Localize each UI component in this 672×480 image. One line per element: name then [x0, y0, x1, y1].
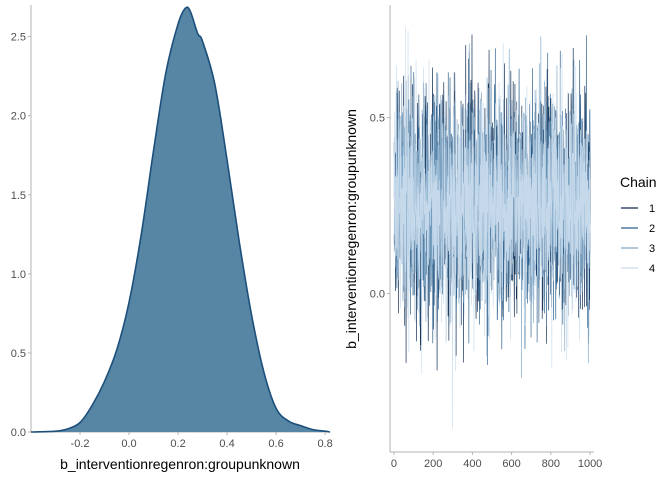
- trace-line-chain-4: [393, 27, 591, 429]
- density-x-tick-label: -0.2: [71, 438, 90, 450]
- trace-x-tick-label: 600: [502, 458, 520, 470]
- density-x-tick-label: 0.6: [268, 438, 283, 450]
- density-x-axis-title: b_interventionregenron:groupunknown: [60, 456, 300, 472]
- trace-y-tick-label: 0.0: [370, 289, 385, 301]
- legend-items: 1 2 3 4: [621, 203, 655, 275]
- trace-y-tick-label: 0.5: [370, 113, 385, 125]
- trace-y-ticks: 0.0 0.5: [370, 113, 390, 301]
- density-x-tick-label: 0.0: [121, 438, 136, 450]
- density-y-tick-label: 0.0: [11, 427, 26, 439]
- density-y-tick-label: 0.5: [11, 348, 26, 360]
- density-y-tick-label: 1.5: [11, 190, 26, 202]
- density-y-tick-label: 2.0: [11, 111, 26, 123]
- density-y-ticks: 0.0 0.5 1.0 1.5 2.0 2.5: [11, 32, 31, 439]
- density-y-tick-label: 2.5: [11, 32, 26, 44]
- trace-x-ticks: 0 200 400 600 800 1000: [391, 452, 602, 470]
- legend-label-chain-1: 1: [649, 203, 655, 215]
- trace-series: [393, 27, 591, 429]
- trace-x-tick-label: 800: [542, 458, 560, 470]
- density-y-tick-label: 1.0: [11, 269, 26, 281]
- trace-x-tick-label: 0: [391, 458, 397, 470]
- density-x-ticks: -0.2 0.0 0.2 0.4 0.6 0.8: [71, 432, 333, 450]
- legend-label-chain-3: 3: [649, 243, 655, 255]
- chain-legend: Chain 1 2 3 4: [620, 174, 657, 275]
- legend-label-chain-4: 4: [649, 263, 655, 275]
- density-area: [31, 7, 330, 433]
- trace-x-tick-label: 400: [463, 458, 481, 470]
- density-line: [30, 6, 331, 433]
- density-x-tick-label: 0.8: [317, 438, 332, 450]
- density-x-tick-label: 0.2: [170, 438, 185, 450]
- density-x-tick-label: 0.4: [219, 438, 234, 450]
- trace-x-tick-label: 200: [424, 458, 442, 470]
- trace-panel: 0.0 0.5 0 200 400 600 800 1000 b_interventionr…: [343, 5, 602, 470]
- trace-x-tick-label: 1000: [578, 458, 602, 470]
- trace-y-axis-title: b_interventionregenron:groupunknown: [343, 109, 359, 349]
- legend-title: Chain: [620, 174, 657, 190]
- density-panel: 0.0 0.5 1.0 1.5 2.0 2.5 -0.2 0.0 0.2 0.4 0.6 0.8 b…: [11, 5, 333, 472]
- legend-label-chain-2: 2: [649, 223, 655, 235]
